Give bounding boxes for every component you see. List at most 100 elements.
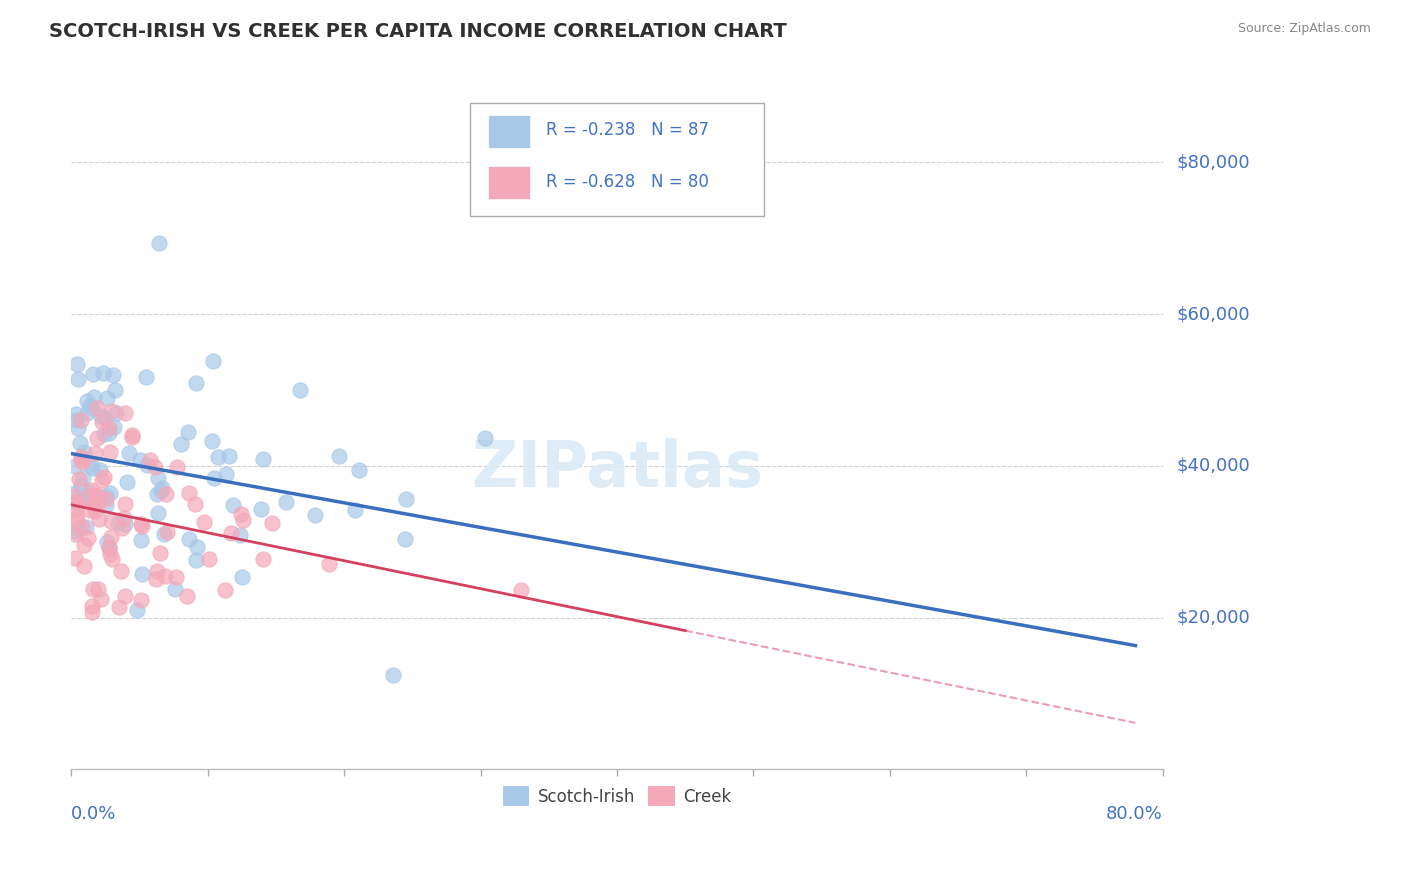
- Point: [304, 508, 326, 523]
- Point: [382, 667, 405, 681]
- Point: [166, 459, 188, 474]
- Point: [66, 357, 89, 371]
- Point: [87, 488, 110, 502]
- Point: [184, 553, 207, 567]
- Point: [72, 471, 94, 485]
- Point: [76, 393, 98, 408]
- Point: [139, 453, 162, 467]
- Text: ZIPatlas: ZIPatlas: [471, 438, 763, 500]
- Point: [114, 517, 136, 532]
- Point: [101, 404, 124, 418]
- Point: [252, 552, 274, 566]
- Point: [70, 455, 93, 469]
- Point: [89, 462, 111, 476]
- Point: [290, 383, 312, 397]
- Point: [108, 599, 131, 614]
- Point: [98, 486, 121, 500]
- Point: [94, 489, 117, 503]
- Point: [395, 491, 418, 506]
- Point: [114, 589, 136, 603]
- Point: [177, 532, 200, 546]
- Point: [65, 550, 87, 565]
- Text: $40,000: $40,000: [1177, 457, 1250, 475]
- Point: [176, 589, 198, 603]
- Point: [75, 520, 97, 534]
- Point: [114, 406, 136, 420]
- FancyBboxPatch shape: [488, 115, 530, 148]
- Point: [65, 527, 87, 541]
- Point: [143, 459, 166, 474]
- Point: [202, 471, 225, 485]
- Point: [153, 569, 176, 583]
- Point: [80, 483, 103, 497]
- Point: [232, 512, 254, 526]
- Point: [96, 535, 118, 549]
- Point: [149, 545, 172, 559]
- Point: [177, 425, 200, 439]
- Point: [207, 450, 229, 464]
- Point: [229, 528, 252, 542]
- Point: [87, 512, 110, 526]
- Point: [153, 527, 176, 541]
- Point: [65, 524, 87, 538]
- Point: [79, 459, 101, 474]
- Point: [86, 498, 108, 512]
- Point: [83, 488, 105, 502]
- Point: [91, 366, 114, 380]
- Point: [77, 531, 100, 545]
- Point: [118, 446, 141, 460]
- Point: [65, 513, 87, 527]
- Point: [82, 367, 104, 381]
- Point: [97, 421, 120, 435]
- FancyBboxPatch shape: [470, 103, 765, 216]
- Point: [328, 449, 350, 463]
- Point: [97, 540, 120, 554]
- Point: [83, 390, 105, 404]
- Point: [65, 413, 87, 427]
- Point: [135, 458, 157, 473]
- Point: [135, 370, 157, 384]
- Point: [72, 520, 94, 534]
- Point: [250, 501, 273, 516]
- Point: [146, 487, 169, 501]
- Point: [114, 497, 136, 511]
- Point: [65, 407, 87, 421]
- Point: [344, 503, 367, 517]
- Point: [70, 479, 93, 493]
- Point: [318, 557, 340, 571]
- Point: [69, 436, 91, 450]
- Point: [66, 509, 89, 524]
- Point: [77, 485, 100, 500]
- Point: [111, 521, 134, 535]
- Point: [149, 483, 172, 498]
- Point: [156, 524, 179, 539]
- Point: [73, 559, 96, 574]
- Point: [510, 582, 533, 597]
- Point: [201, 434, 224, 449]
- Point: [91, 473, 114, 487]
- Point: [82, 498, 104, 512]
- Point: [103, 368, 125, 382]
- Point: [150, 481, 173, 495]
- Point: [165, 569, 187, 583]
- Point: [82, 582, 104, 596]
- Point: [93, 427, 115, 442]
- Point: [100, 514, 122, 528]
- Point: [100, 530, 122, 544]
- Point: [148, 506, 170, 520]
- Text: SCOTCH-IRISH VS CREEK PER CAPITA INCOME CORRELATION CHART: SCOTCH-IRISH VS CREEK PER CAPITA INCOME …: [49, 22, 787, 41]
- Text: Source: ZipAtlas.com: Source: ZipAtlas.com: [1237, 22, 1371, 36]
- Point: [112, 511, 135, 525]
- Text: $20,000: $20,000: [1177, 608, 1250, 626]
- Point: [80, 461, 103, 475]
- Point: [129, 593, 152, 607]
- Point: [79, 399, 101, 413]
- Point: [76, 406, 98, 420]
- Point: [170, 437, 193, 451]
- Point: [80, 605, 103, 619]
- Point: [474, 431, 496, 445]
- Point: [98, 547, 121, 561]
- Point: [86, 431, 108, 445]
- Point: [80, 490, 103, 504]
- Point: [260, 516, 283, 531]
